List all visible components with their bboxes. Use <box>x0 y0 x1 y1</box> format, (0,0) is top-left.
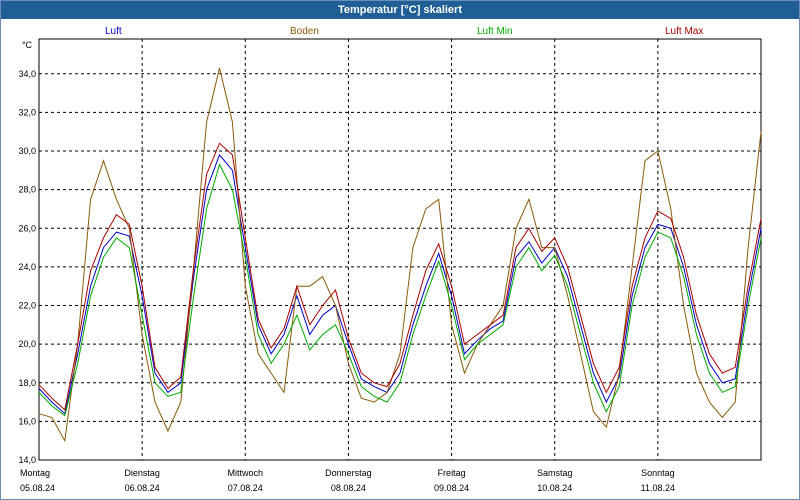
series-lines <box>38 67 762 443</box>
x-date-label: 09.08.24 <box>434 483 469 493</box>
y-tick-label: 14,0 <box>18 455 36 465</box>
axis-labels: 14,0 16,0 18,0 20,0 22,0 24,0 26,0 28,0 30,0 32,0… <box>18 40 675 493</box>
x-day-label: Samstag <box>537 468 573 478</box>
y-tick-label: 16,0 <box>18 416 36 426</box>
x-day-label: Dienstag <box>124 468 160 478</box>
legend-luft: Luft <box>105 26 122 37</box>
y-tick-label: 34,0 <box>18 69 36 79</box>
x-day-label: Sonntag <box>641 468 675 478</box>
x-date-label: 11.08.24 <box>641 483 675 493</box>
x-date-label: 08.08.24 <box>331 483 366 493</box>
grid-lines <box>39 39 761 460</box>
y-tick-label: 20,0 <box>18 339 36 349</box>
series-line-boden <box>38 67 762 443</box>
x-day-label: Donnerstag <box>325 468 372 478</box>
y-tick-label: 22,0 <box>18 301 36 311</box>
x-day-label: Freitag <box>438 468 466 478</box>
x-day-label: Montag <box>20 468 50 478</box>
chart-title: Temperatur [°C] skaliert <box>1 1 799 19</box>
legend-boden: Boden <box>290 26 319 37</box>
x-date-label: 07.08.24 <box>228 483 263 493</box>
series-line-luft-max <box>38 142 762 411</box>
y-axis-unit: °C <box>22 40 33 50</box>
series-line-luft-min <box>38 163 762 417</box>
series-line-luft <box>38 153 762 415</box>
y-tick-label: 24,0 <box>18 262 36 272</box>
x-date-label: 05.08.24 <box>20 483 55 493</box>
x-date-label: 10.08.24 <box>537 483 572 493</box>
y-tick-label: 28,0 <box>18 185 36 195</box>
y-tick-label: 30,0 <box>18 146 36 156</box>
y-tick-label: 26,0 <box>18 223 36 233</box>
x-day-label: Mittwoch <box>228 468 264 478</box>
legend-luft-max: Luft Max <box>665 26 704 37</box>
legend-luft-min: Luft Min <box>477 26 513 37</box>
y-tick-label: 32,0 <box>18 107 36 117</box>
plot-area-border <box>38 38 762 461</box>
x-date-label: 06.08.24 <box>125 483 160 493</box>
y-tick-label: 18,0 <box>18 378 36 388</box>
